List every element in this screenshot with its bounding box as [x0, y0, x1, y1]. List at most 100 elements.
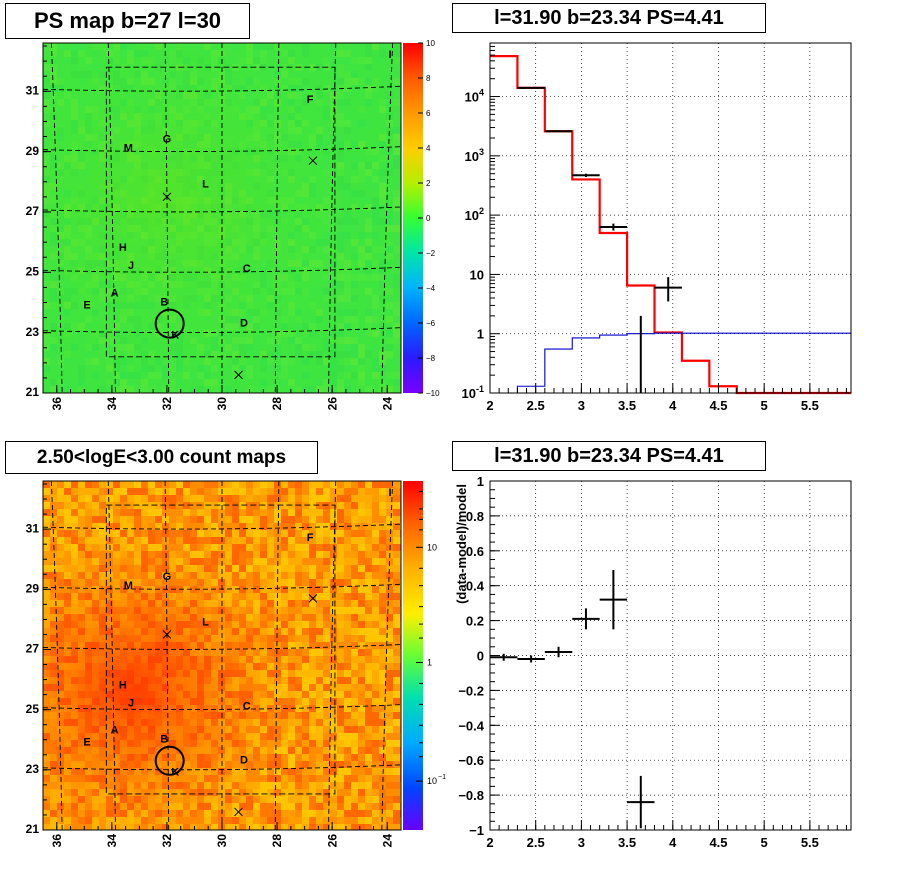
y-tick-label: 31	[26, 521, 40, 535]
colorbar-tick-label: 10	[426, 39, 435, 48]
source-label: M	[124, 143, 133, 155]
y-tick-label: 0.6	[466, 544, 484, 559]
grid-latitude-line	[42, 146, 402, 152]
grid-longitude-line	[50, 42, 63, 394]
y-tick-label: 1	[477, 474, 484, 489]
colorbar-tick-label: −8	[426, 354, 436, 363]
source-label: H	[119, 242, 127, 254]
grid-latitude-line	[42, 206, 402, 213]
x-tick-label: 26	[325, 397, 339, 411]
colorbar-tick-label: 4	[426, 144, 431, 153]
x-tick-label: 30	[215, 397, 229, 411]
source-label: C	[243, 701, 251, 713]
x-tick-label: 4	[669, 398, 677, 413]
y-tick-label: 10	[470, 267, 484, 282]
source-label: F	[307, 94, 314, 106]
x-tick-label: 28	[270, 834, 284, 848]
colorbar-tick-label: 6	[426, 109, 431, 118]
colorbar-tick-label: −6	[426, 319, 436, 328]
y-tick-label: 23	[26, 325, 40, 339]
source-label: A	[111, 287, 119, 299]
grid-latitude-line	[42, 85, 402, 92]
colorbar-tick-label: 10	[427, 542, 437, 552]
x-tick-label: 2.5	[527, 835, 545, 850]
source-label: B	[160, 734, 168, 746]
y-tick-label: 0.8	[466, 509, 484, 524]
source-label: G	[163, 571, 172, 583]
y-tick-label: 31	[26, 83, 40, 97]
y-tick-label: 23	[26, 762, 40, 776]
source-label: E	[83, 299, 90, 311]
source-label: I	[388, 487, 391, 499]
y-tick-label: 21	[26, 385, 40, 399]
x-tick-label: 5.5	[801, 835, 819, 850]
y-tick-label: 0.4	[466, 579, 485, 594]
x-tick-label: 36	[50, 397, 64, 411]
colorbar-tick-label: −2	[426, 249, 436, 258]
y-tick-label: 0.2	[466, 614, 484, 629]
colorbar-tick-label: 10	[427, 776, 437, 786]
source-label: D	[240, 755, 248, 767]
x-tick-label: 36	[50, 834, 64, 848]
residual-chart: 2 2.5 3 3.5 4 4.5 5 5.5 1 0.8 0.6 0.4 0.2 0 −0.2 −0.4 −0…	[454, 474, 852, 850]
y-tick-label: 27	[26, 204, 40, 218]
cross-marker	[234, 370, 243, 380]
y-tick-label: −0.6	[458, 753, 484, 768]
x-tick-label: 2.5	[527, 398, 545, 413]
roi-outline	[105, 66, 336, 358]
y-tick-label: 27	[26, 642, 40, 656]
y-tick-label: 103	[465, 147, 484, 164]
target-circle	[154, 308, 185, 339]
x-tick-label: 4.5	[709, 835, 727, 850]
x-tick-label: 26	[325, 834, 339, 848]
grid-latitude-line	[42, 327, 402, 334]
x-tick-label: 5.5	[801, 398, 819, 413]
x-tick-label: 4	[669, 835, 677, 850]
y-tick-label: 25	[26, 702, 40, 716]
x-tick-label: 3.5	[618, 835, 636, 850]
count-map-coordinate-grid	[42, 480, 402, 831]
count-map-axes: 36 34 32 30 28 26 24 31 29 27 25 23 21	[26, 483, 394, 848]
source-label: I	[388, 49, 391, 61]
source-label: D	[240, 318, 248, 330]
roi-outline	[105, 504, 336, 795]
grid-latitude-line	[42, 704, 402, 711]
x-tick-label: 5	[761, 835, 768, 850]
ps-colorbar	[403, 43, 423, 393]
y-axis-label: (data-model)/model	[454, 484, 469, 604]
source-label: G	[163, 133, 172, 145]
colorbar-tick-label: 1	[427, 657, 432, 667]
cross-marker	[162, 630, 172, 639]
ps-map-axes: 36 34 32 30 28 26 24 31 29 27 25 23 21	[26, 45, 394, 411]
y-tick-label: 29	[26, 581, 40, 595]
x-tick-label: 2	[486, 398, 493, 413]
y-tick-label: −0.4	[458, 718, 484, 733]
x-tick-label: 4.5	[709, 398, 727, 413]
cross-marker	[308, 593, 318, 603]
grid-latitude-line	[42, 764, 402, 771]
x-tick-label: 30	[215, 834, 229, 848]
x-tick-label: 5	[761, 398, 768, 413]
colorbar-tick-label: 8	[426, 74, 431, 83]
ps-map-coordinate-grid	[42, 42, 402, 394]
grid-latitude-line	[42, 266, 402, 273]
grid-longitude-line	[381, 42, 394, 394]
y-tick-label: 0	[477, 649, 484, 664]
colorbar-tick-label: 2	[426, 179, 431, 188]
y-tick-label: 25	[26, 264, 40, 278]
colorbar-tick-label: −10	[426, 389, 440, 398]
x-tick-label: 34	[105, 397, 119, 411]
colorbar-tick-label: −4	[426, 284, 436, 293]
source-label: F	[307, 532, 314, 544]
x-tick-label: 24	[380, 834, 394, 848]
y-tick-label: 104	[465, 88, 484, 105]
background-histogram	[490, 332, 851, 394]
colorbar-tick-exponent: −1	[438, 774, 446, 781]
x-tick-label: 24	[380, 397, 394, 411]
x-tick-label: 32	[160, 397, 174, 411]
